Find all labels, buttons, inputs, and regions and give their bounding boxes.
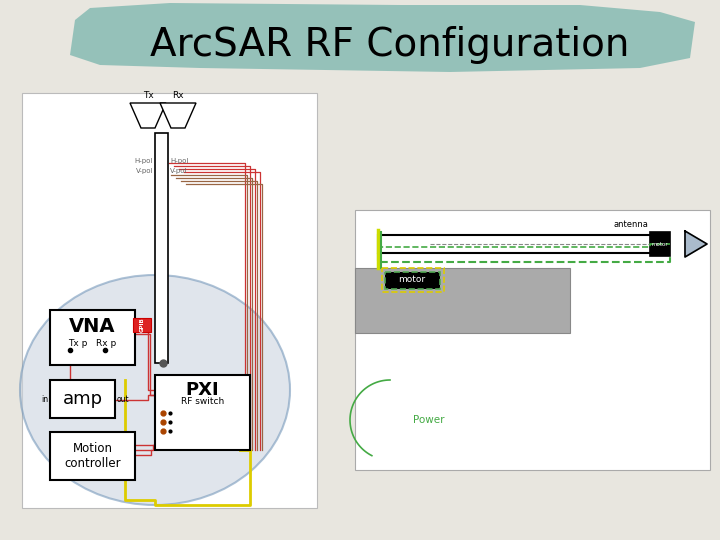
Bar [355, 210, 710, 470]
Text: VNA: VNA [69, 316, 116, 335]
Polygon shape [685, 231, 707, 257]
Text: Tx: Tx [143, 91, 153, 100]
Text: GPIB: GPIB [140, 318, 145, 333]
Bar [133, 318, 151, 332]
Polygon shape [160, 103, 196, 128]
Bar [50, 380, 115, 418]
Text: ArcSAR RF Configuration: ArcSAR RF Configuration [150, 26, 630, 64]
Bar [22, 93, 317, 508]
Bar [385, 272, 440, 289]
Text: H-pol: H-pol [170, 158, 189, 164]
Bar [50, 310, 135, 365]
Text: V-pol: V-pol [135, 168, 153, 174]
Bar [155, 375, 250, 450]
Polygon shape [70, 3, 695, 72]
Bar [650, 232, 670, 256]
Text: Tx p   Rx p: Tx p Rx p [68, 340, 117, 348]
Text: in: in [41, 395, 48, 403]
Polygon shape [130, 103, 166, 128]
Bar [378, 235, 663, 253]
Bar [155, 133, 168, 363]
Text: Power: Power [413, 415, 444, 425]
Text: out: out [117, 395, 130, 403]
Bar [382, 268, 444, 292]
Text: H-pol: H-pol [135, 158, 153, 164]
Text: PXI: PXI [186, 381, 220, 399]
Text: RF switch: RF switch [181, 397, 224, 407]
Text: amp: amp [63, 390, 102, 408]
Text: motor: motor [398, 275, 426, 285]
Text: V-pol: V-pol [170, 168, 187, 174]
Text: antenna: antenna [613, 220, 648, 229]
Text: Rx: Rx [172, 91, 184, 100]
Bar [50, 432, 135, 480]
Ellipse shape [20, 275, 290, 505]
Text: Motion
controller: Motion controller [64, 442, 121, 470]
Text: motor: motor [652, 241, 668, 246]
Bar [355, 268, 570, 333]
